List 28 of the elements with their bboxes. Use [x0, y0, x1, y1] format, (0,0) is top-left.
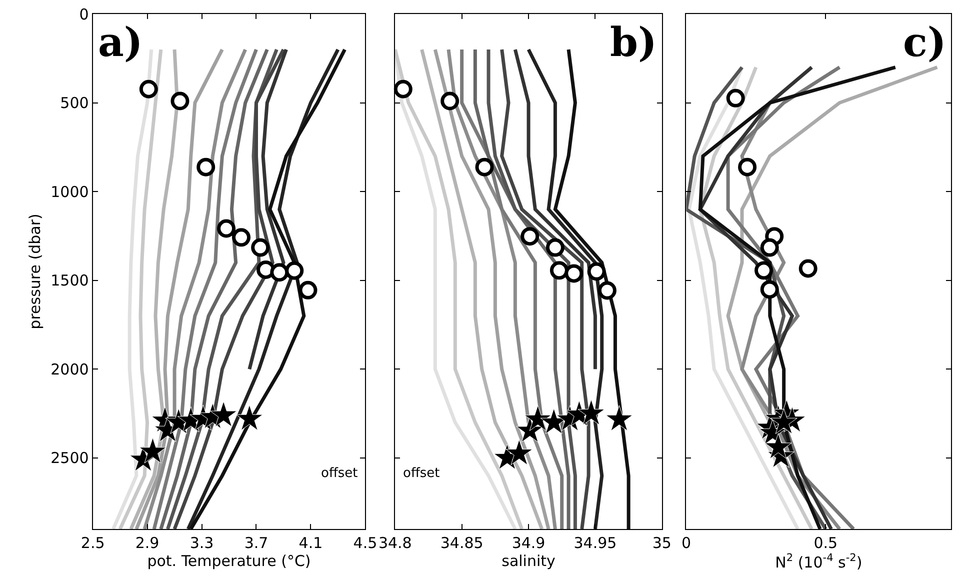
- x-tick-label: 34.85: [440, 534, 484, 552]
- x-tick-label: 34.8: [378, 534, 412, 552]
- chart-title: c): [903, 19, 946, 66]
- x-tick-label: 3.7: [244, 534, 268, 552]
- chart-title: b): [610, 19, 657, 66]
- x-tick-label: 3.3: [190, 534, 214, 552]
- x-tick-label: 4.1: [298, 534, 323, 552]
- y-tick-label: 0: [79, 5, 89, 24]
- y-tick-label: 1000: [50, 182, 89, 201]
- x-axis-title: N$^{2}$ (10$^{-4}$ s$^{-2}$): [775, 552, 862, 572]
- x-axis-title: pot. Temperature (°C): [147, 552, 311, 570]
- x-tick-label: 35: [652, 534, 672, 552]
- x-axis-title: salinity: [502, 552, 556, 570]
- x-tick-label: 0.5: [814, 534, 838, 552]
- x-tick-label: 4.5: [353, 534, 378, 552]
- y-axis-title: pressure (dbar): [26, 214, 44, 330]
- chart-title: a): [98, 19, 143, 66]
- annotation: offset: [321, 466, 358, 481]
- y-tick-label: 2000: [50, 360, 89, 378]
- x-tick-label: 34.9: [512, 534, 546, 552]
- x-tick-label: 0: [681, 534, 692, 552]
- annotation: offset: [403, 466, 440, 481]
- y-tick-label: 2500: [50, 449, 89, 468]
- x-tick-label: 2.5: [80, 534, 105, 552]
- y-tick-label: 1500: [50, 272, 89, 290]
- y-tick-label: 500: [60, 94, 89, 112]
- x-tick-label: 34.95: [574, 534, 617, 552]
- x-tick-label: 2.9: [135, 534, 160, 552]
